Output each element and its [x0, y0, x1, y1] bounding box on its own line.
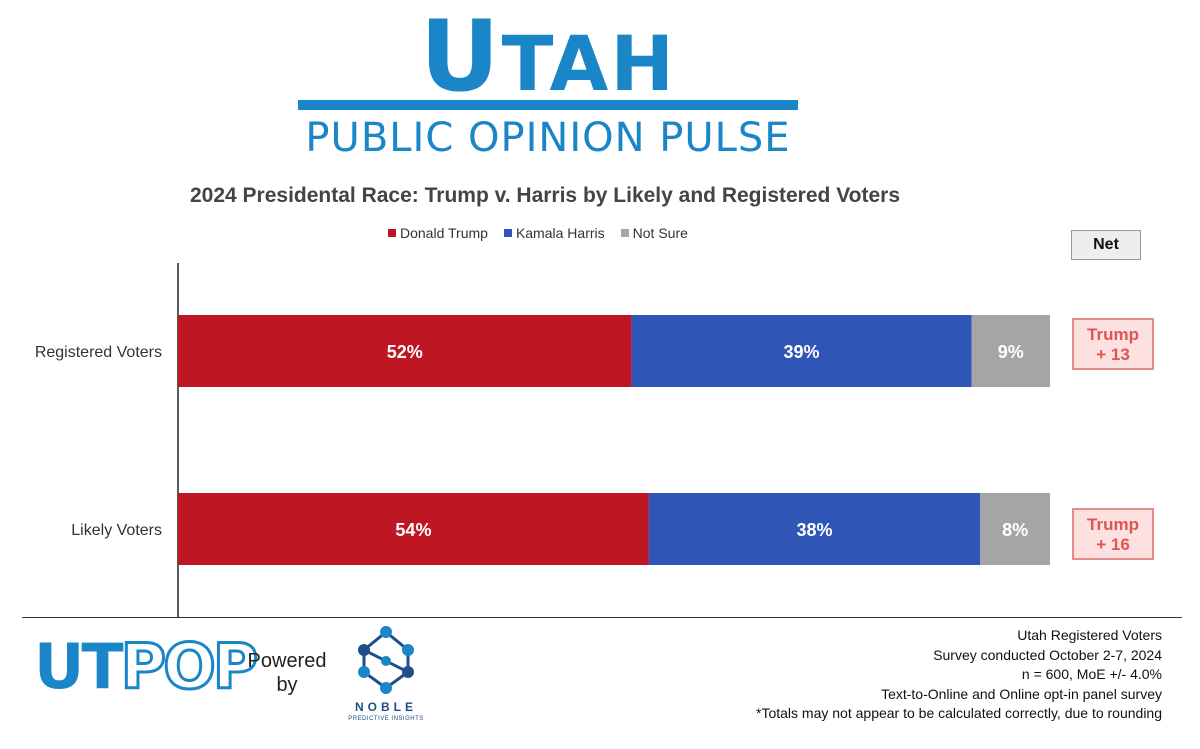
note-population: Utah Registered Voters — [1017, 627, 1162, 643]
stacked-bar-chart: Registered Voters 52% 39% 9% Likely Voters 54… — [35, 263, 1050, 617]
noble-logo-name: NOBLE — [355, 700, 417, 714]
logo-divider — [298, 100, 798, 110]
data-label-likely-voters-donald-trump: 54% — [395, 520, 431, 540]
data-label-registered-voters-not-sure: 9% — [998, 342, 1024, 362]
chart-legend: Donald Trump Kamala Harris Not Sure — [388, 225, 688, 241]
logo-subtitle: PUBLIC OPINION PULSE — [305, 115, 791, 161]
data-label-likely-voters-not-sure: 8% — [1002, 520, 1028, 540]
net-margin-registered: + 13 — [1096, 345, 1130, 364]
legend-item-trump: Donald Trump — [388, 225, 488, 241]
note-dates: Survey conducted October 2-7, 2024 — [933, 646, 1162, 663]
bar-likely-voters-kamala-harris — [648, 493, 981, 565]
noble-logo-tagline: PREDICTIVE INSIGHTS — [348, 716, 424, 722]
noble-network-icon — [358, 626, 414, 694]
legend-item-not-sure: Not Sure — [620, 225, 688, 241]
note-method: Text-to-Online and Online opt-in panel s… — [881, 685, 1162, 702]
bar-likely-voters-donald-trump — [178, 493, 649, 565]
note-sample: n = 600, MoE +/- 4.0% — [1021, 666, 1162, 682]
powered-by-text: Powered by — [247, 650, 327, 696]
data-label-likely-voters-kamala-harris: 38% — [797, 520, 833, 540]
footer-divider — [22, 617, 1182, 618]
utah-logo-title: UTAH — [420, 0, 676, 114]
legend-label-harris: Kamala Harris — [515, 225, 605, 241]
net-column-header: Net — [1071, 230, 1141, 260]
legend-swatch-not-sure — [620, 229, 629, 237]
category-label-likely-voters: Likely Voters — [71, 522, 162, 539]
legend-label-trump: Donald Trump — [400, 225, 488, 241]
net-leader-registered: Trump — [1087, 325, 1139, 344]
net-box-registered: Trump + 13 — [1072, 318, 1154, 370]
net-leader-likely: Trump — [1087, 515, 1139, 534]
utpop-logo: UTPOP — [34, 630, 260, 703]
bar-registered-voters-kamala-harris — [631, 315, 972, 387]
bar-likely-voters-not-sure — [980, 493, 1050, 565]
category-label-registered-voters: Registered Voters — [35, 344, 162, 361]
legend-item-harris: Kamala Harris — [503, 225, 605, 241]
legend-swatch-trump — [388, 229, 396, 237]
net-box-likely: Trump + 16 — [1072, 508, 1154, 560]
survey-notes: Utah Registered Voters Survey conducted … — [756, 626, 1162, 724]
net-margin-likely: + 16 — [1096, 535, 1130, 554]
data-label-registered-voters-donald-trump: 52% — [387, 342, 423, 362]
chart-title: 2024 Presidental Race: Trump v. Harris b… — [189, 184, 900, 207]
bar-registered-voters-not-sure — [971, 315, 1050, 387]
legend-label-not-sure: Not Sure — [632, 225, 688, 241]
data-label-registered-voters-kamala-harris: 39% — [783, 342, 819, 362]
note-rounding: *Totals may not appear to be calculated … — [756, 705, 1162, 721]
bar-registered-voters-donald-trump — [178, 315, 632, 387]
legend-swatch-harris — [503, 229, 512, 237]
